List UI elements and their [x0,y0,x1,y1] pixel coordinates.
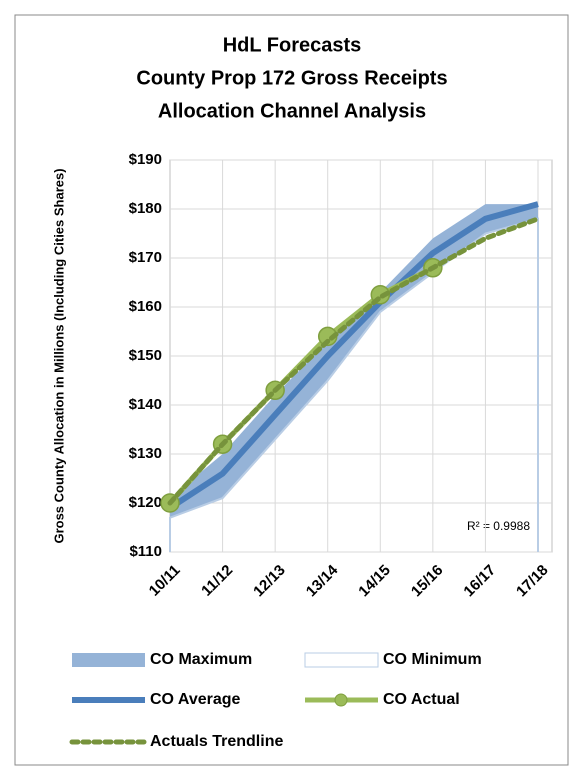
y-tick-label: $170 [129,249,162,266]
y-tick-label: $140 [129,396,162,413]
legend-label: CO Average [150,691,241,708]
y-tick-label: $150 [129,347,162,364]
annotation: R² = 0.9988 [467,519,530,533]
y-tick-label: $120 [129,494,162,511]
legend-swatch [72,653,145,667]
y-tick-label: $180 [129,200,162,217]
legend-swatch [304,652,379,668]
legend-marker [334,693,348,707]
legend-label: CO Maximum [150,651,252,668]
y-tick-label: $160 [129,298,162,315]
y-tick-label: $110 [129,543,162,560]
y-tick-label: $130 [129,445,162,462]
max-band [170,204,538,518]
chart-title: HdL Forecasts [223,34,362,56]
legend-label: CO Actual [383,691,460,708]
chart-title: Allocation Channel Analysis [158,100,426,122]
y-tick-label: $190 [129,151,162,168]
y-axis-label: Gross County Allocation in Millions (Inc… [51,168,66,543]
series-line [168,201,539,511]
chart-title: County Prop 172 Gross Receipts [136,67,447,89]
legend-label: Actuals Trendline [150,733,283,750]
series-line [167,216,541,506]
legend-label: CO Minimum [383,651,482,668]
